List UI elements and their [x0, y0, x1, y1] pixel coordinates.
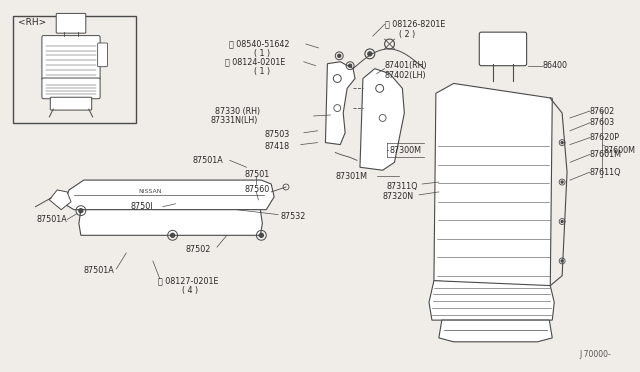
Circle shape — [561, 221, 563, 222]
Text: 87402(LH): 87402(LH) — [385, 71, 426, 80]
Text: 87600M: 87600M — [604, 146, 636, 155]
FancyBboxPatch shape — [479, 32, 527, 66]
Circle shape — [171, 233, 175, 237]
Text: 87620P: 87620P — [589, 133, 620, 142]
Text: 87532: 87532 — [280, 212, 305, 221]
Text: Ⓑ 08126-8201E: Ⓑ 08126-8201E — [385, 20, 445, 29]
Text: ( 1 ): ( 1 ) — [255, 49, 271, 58]
Circle shape — [368, 52, 372, 56]
Text: NISSAN: NISSAN — [138, 189, 161, 195]
Polygon shape — [434, 83, 552, 291]
Polygon shape — [429, 280, 554, 320]
Text: ( 1 ): ( 1 ) — [255, 67, 271, 76]
FancyBboxPatch shape — [42, 78, 100, 99]
Text: 86400: 86400 — [543, 61, 568, 70]
Polygon shape — [49, 190, 71, 210]
Text: 87300M: 87300M — [390, 146, 422, 155]
Text: J 70000-: J 70000- — [580, 350, 611, 359]
FancyBboxPatch shape — [98, 43, 108, 67]
Circle shape — [561, 142, 563, 144]
Text: 87331N(LH): 87331N(LH) — [210, 116, 257, 125]
Circle shape — [561, 260, 563, 262]
Text: 87501A: 87501A — [84, 266, 115, 275]
Text: Ⓑ 08124-0201E: Ⓑ 08124-0201E — [225, 57, 285, 66]
FancyBboxPatch shape — [42, 36, 100, 80]
Polygon shape — [326, 62, 355, 145]
Text: 87501A: 87501A — [36, 215, 67, 224]
Text: 87311Q: 87311Q — [387, 182, 418, 190]
Circle shape — [79, 209, 83, 213]
Polygon shape — [360, 69, 404, 170]
Text: 87301M: 87301M — [335, 171, 367, 181]
Text: 87502: 87502 — [186, 245, 211, 254]
Text: 87330 (RH): 87330 (RH) — [215, 106, 260, 116]
Polygon shape — [79, 210, 262, 235]
Text: ( 4 ): ( 4 ) — [182, 286, 198, 295]
Polygon shape — [64, 180, 274, 210]
Text: 87611Q: 87611Q — [589, 168, 621, 177]
Text: 8750I: 8750I — [130, 202, 153, 211]
Bar — [13, 16, 136, 123]
Circle shape — [338, 54, 340, 57]
Text: 87603: 87603 — [589, 118, 615, 127]
Text: ( 2 ): ( 2 ) — [399, 30, 415, 39]
Circle shape — [561, 181, 563, 183]
Text: Ⓢ 08540-51642: Ⓢ 08540-51642 — [228, 39, 289, 48]
Text: 87560: 87560 — [244, 186, 270, 195]
Text: 87602: 87602 — [589, 106, 615, 116]
Text: 87501A: 87501A — [192, 156, 223, 165]
Text: 87401(RH): 87401(RH) — [385, 61, 428, 70]
Text: 87601M: 87601M — [589, 150, 621, 159]
FancyBboxPatch shape — [51, 97, 92, 110]
Polygon shape — [439, 320, 552, 342]
FancyBboxPatch shape — [56, 13, 86, 33]
Text: 87503: 87503 — [264, 130, 289, 139]
Text: 87501: 87501 — [244, 170, 270, 179]
Text: 87320N: 87320N — [383, 192, 414, 201]
Text: Ⓑ 08127-0201E: Ⓑ 08127-0201E — [158, 276, 218, 285]
Circle shape — [259, 233, 263, 237]
Text: <RH>: <RH> — [18, 18, 46, 27]
Circle shape — [349, 64, 351, 67]
Text: 87418: 87418 — [264, 142, 289, 151]
